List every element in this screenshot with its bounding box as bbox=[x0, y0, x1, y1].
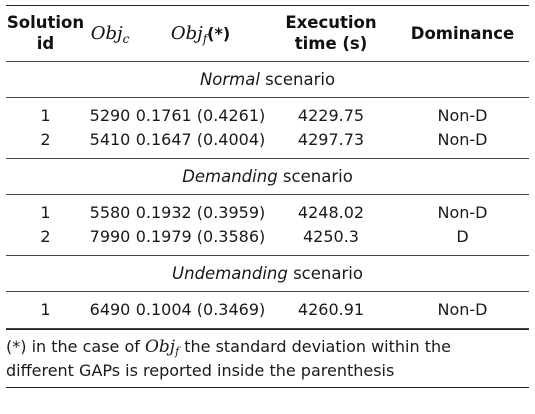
results-table-container: Solution id Objc Objf(*) Execution time … bbox=[6, 5, 529, 388]
cell-solution-id: 2 bbox=[6, 127, 85, 159]
cell-dominance: Non-D bbox=[396, 127, 529, 159]
footnote-line-1-text: (*) in the case of Objf the standard dev… bbox=[6, 335, 451, 359]
table-footnote: (*) in the case of Objf the standard dev… bbox=[6, 329, 529, 388]
cell-obj-f: 0.1761 (0.4261) bbox=[135, 106, 266, 125]
header-execution-time: Execution time (s) bbox=[266, 5, 396, 62]
cell-execution-time: 4248.02 bbox=[297, 203, 365, 222]
footnote-obj-f-base: Obj bbox=[144, 337, 176, 357]
obj-f-symbol: Objf bbox=[170, 22, 208, 46]
table-row: 1 6490 0.1004 (0.3469) 4260.91 Non-D bbox=[6, 291, 529, 329]
table-row: 2 7990 0.1979 (0.3586) 4250.3 D bbox=[6, 224, 529, 256]
cell-execution-time: 4229.75 bbox=[297, 106, 365, 125]
cell-solution-id: 2 bbox=[6, 224, 85, 256]
footnote-line-1-rest: the standard deviation within the bbox=[179, 337, 451, 356]
header-solution-line2: id bbox=[36, 34, 55, 53]
scenario-suffix: scenario bbox=[277, 167, 353, 186]
table-body: Normal scenario 1 5290 0.1761 (0.4261) 4… bbox=[6, 61, 529, 329]
obj-c-base: Obj bbox=[90, 22, 123, 44]
cell-dominance: Non-D bbox=[396, 291, 529, 329]
table-row: 2 5410 0.1647 (0.4004) 4297.73 Non-D bbox=[6, 127, 529, 159]
results-table: Solution id Objc Objf(*) Execution time … bbox=[6, 5, 529, 329]
cell-dominance: Non-D bbox=[437, 203, 488, 222]
scenario-label: Undemanding scenario bbox=[6, 255, 529, 292]
cell-solution-id: 1 bbox=[40, 106, 51, 125]
header-exec-line2: time (s) bbox=[294, 34, 368, 53]
cell-obj-c: 5290 bbox=[89, 106, 131, 125]
footnote-obj-f-sub: f bbox=[175, 345, 180, 358]
cell-obj-c: 5410 bbox=[85, 127, 135, 159]
header-exec-line1: Execution bbox=[285, 13, 377, 32]
obj-f-footnote-mark: (*) bbox=[207, 23, 231, 43]
cell-obj-f: 0.1647 (0.4004) bbox=[135, 127, 266, 159]
scenario-row-demanding: Demanding scenario bbox=[6, 158, 529, 195]
cell-solution-id: 1 bbox=[6, 291, 85, 329]
scenario-label: Demanding scenario bbox=[6, 158, 529, 195]
cell-obj-f: 0.1932 (0.3959) bbox=[135, 203, 266, 222]
cell-execution-time: 4260.91 bbox=[266, 291, 396, 329]
scenario-name: Undemanding bbox=[172, 264, 288, 283]
table-row: 1 5580 0.1932 (0.3959) 4248.02 Non-D bbox=[6, 195, 529, 225]
header-row: Solution id Objc Objf(*) Execution time … bbox=[6, 5, 529, 62]
obj-c-symbol: Objc bbox=[90, 22, 130, 46]
header-solution-line1: Solution bbox=[6, 13, 85, 32]
cell-obj-f: 0.1979 (0.3586) bbox=[135, 224, 266, 256]
table-row: 1 5290 0.1761 (0.4261) 4229.75 Non-D bbox=[6, 98, 529, 128]
cell-dominance: D bbox=[396, 224, 529, 256]
cell-obj-c: 6490 bbox=[85, 291, 135, 329]
header-solution-id: Solution id bbox=[6, 5, 85, 62]
cell-obj-f: 0.1004 (0.3469) bbox=[135, 291, 266, 329]
cell-execution-time: 4250.3 bbox=[266, 224, 396, 256]
footnote-prefix: (*) in the case of bbox=[6, 337, 145, 356]
obj-f-base: Obj bbox=[170, 22, 203, 44]
obj-c-sub: c bbox=[122, 31, 130, 46]
scenario-row-undemanding: Undemanding scenario bbox=[6, 255, 529, 292]
scenario-label: Normal scenario bbox=[6, 61, 529, 98]
obj-f-sub: f bbox=[202, 31, 208, 46]
scenario-suffix: scenario bbox=[259, 70, 336, 89]
scenario-row-normal: Normal scenario bbox=[6, 61, 529, 98]
header-dominance: Dominance bbox=[396, 5, 529, 62]
footnote-line-1: (*) in the case of Objf the standard dev… bbox=[6, 335, 529, 359]
cell-dominance: Non-D bbox=[437, 106, 488, 125]
footnote-obj-f-symbol: Objf bbox=[145, 337, 179, 357]
scenario-suffix: scenario bbox=[287, 264, 363, 283]
cell-obj-c: 7990 bbox=[85, 224, 135, 256]
header-obj-f: Objf(*) bbox=[135, 5, 266, 62]
cell-execution-time: 4297.73 bbox=[266, 127, 396, 159]
cell-solution-id: 1 bbox=[40, 203, 51, 222]
header-obj-c: Objc bbox=[85, 5, 135, 62]
footnote-line-2: different GAPs is reported inside the pa… bbox=[6, 361, 395, 380]
scenario-name: Normal bbox=[199, 70, 260, 89]
scenario-name: Demanding bbox=[182, 167, 278, 186]
cell-obj-c: 5580 bbox=[89, 203, 131, 222]
